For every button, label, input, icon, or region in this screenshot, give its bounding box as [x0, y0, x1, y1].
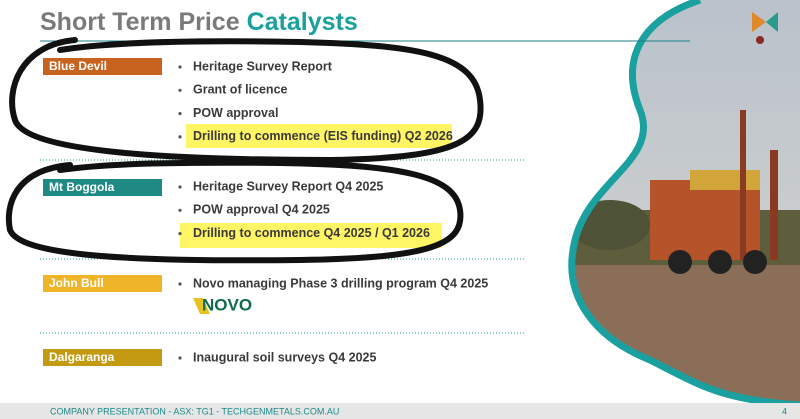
footer-bar	[0, 403, 800, 419]
label-box	[43, 58, 162, 75]
label-box	[43, 275, 162, 292]
bullet	[178, 65, 182, 69]
bullet	[178, 232, 182, 236]
bullet-text: Drilling to commence Q4 2025 / Q1 2026	[193, 226, 430, 240]
bullet	[178, 88, 182, 92]
project-name: Blue Devil	[49, 59, 107, 73]
project-name: Dalgaranga	[49, 350, 115, 364]
label-box	[43, 179, 162, 196]
novo-logo-text: NOVO	[202, 295, 252, 314]
project-name: Mt Boggola	[49, 180, 115, 194]
annotation-circle	[9, 37, 484, 164]
bullet	[178, 208, 182, 212]
bullet-text: POW approval	[193, 106, 278, 120]
bullet	[178, 135, 182, 139]
novo-logo: NOVO	[193, 295, 252, 314]
project-name: John Bull	[49, 276, 104, 290]
bullet	[178, 185, 182, 189]
highlight	[180, 223, 442, 248]
bullet-text: Grant of licence	[193, 83, 288, 97]
label-box	[43, 349, 162, 366]
bullet	[178, 282, 182, 286]
bullet-text: POW approval Q4 2025	[193, 203, 330, 217]
highlight	[186, 124, 452, 148]
page-number: 4	[782, 406, 787, 416]
footer-text: COMPANY PRESENTATION - ASX: TG1 - TECHGE…	[50, 406, 339, 416]
annotation-circle	[5, 159, 464, 264]
bullet-lists: Heritage Survey Report Grant of licence PO…	[178, 59, 488, 364]
bullet-text: Drilling to commence (EIS funding) Q2 20…	[193, 129, 453, 143]
bullet-text: Novo managing Phase 3 drilling program Q…	[193, 276, 488, 290]
bullet	[178, 356, 182, 360]
photo	[571, 0, 800, 405]
bullet	[178, 112, 182, 116]
bullet-text: Inaugural soil surveys Q4 2025	[193, 350, 376, 364]
photo-border	[568, 0, 800, 409]
company-logo	[752, 12, 778, 44]
bullet-text: Heritage Survey Report Q4 2025	[193, 179, 383, 193]
title: Short Term Price Catalysts	[40, 8, 358, 36]
bullet-text: Heritage Survey Report	[193, 59, 333, 73]
